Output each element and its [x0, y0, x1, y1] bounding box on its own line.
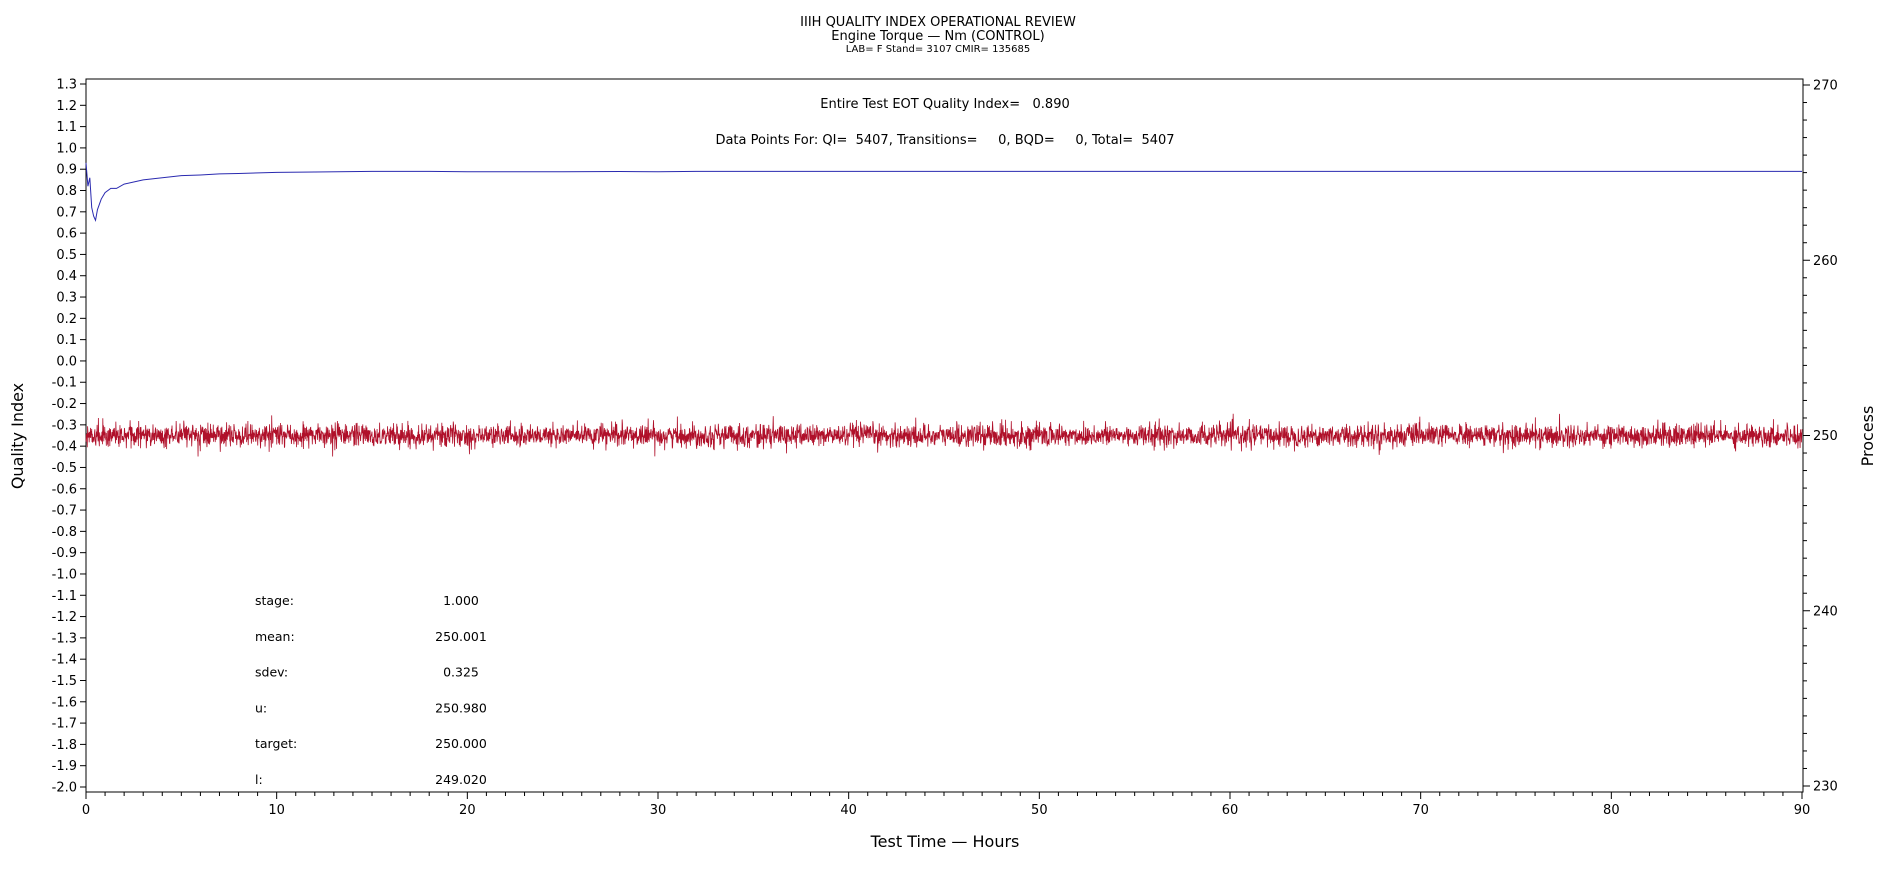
y-tick-label: -0.5	[52, 461, 77, 476]
y-tick-label: -1.7	[52, 717, 77, 732]
x-tick-label: 20	[459, 803, 476, 818]
y-tick-label: 1.1	[56, 120, 77, 135]
chart-title: IIIH QUALITY INDEX OPERATIONAL REVIEW	[800, 15, 1076, 30]
y-tick-label: -0.6	[52, 482, 77, 497]
x-tick-label: 80	[1603, 803, 1620, 818]
x-axis: 0 10 20 30 40 50 60 70 80 90	[82, 792, 1810, 818]
y-tick-label: -0.2	[52, 397, 77, 412]
y-tick-label: 0.0	[56, 354, 77, 369]
y2-tick-label: 250	[1813, 429, 1838, 444]
y-tick-label: -1.3	[52, 631, 77, 646]
y2-tick-label: 270	[1813, 79, 1838, 94]
y-tick-label: -0.4	[52, 440, 77, 455]
stat-label: l:	[255, 772, 263, 787]
x-tick-label: 50	[1031, 803, 1048, 818]
process-series-line	[85, 413, 1803, 457]
x-tick-label: 60	[1222, 803, 1239, 818]
y-tick-label: -1.9	[52, 759, 77, 774]
quality-index-annotation: Entire Test EOT Quality Index= 0.890	[820, 97, 1069, 112]
y-axis-left: 1.3 1.2 1.1 1.0 0.9 0.8 0.7 0.6 0.5 0.4 0.3 0.2 0.1 0…	[52, 78, 86, 796]
y-tick-label: -1.2	[52, 610, 77, 625]
y-tick-label: 0.8	[56, 184, 77, 199]
y-tick-label: -0.7	[52, 504, 77, 519]
y2-tick-label: 230	[1813, 780, 1838, 795]
stat-value: 249.020	[435, 772, 487, 787]
stat-value: 250.001	[435, 629, 487, 644]
y2-axis-label: Process	[1858, 406, 1877, 467]
y-tick-label: 1.0	[56, 141, 77, 156]
y-tick-label: 1.3	[56, 78, 77, 93]
y2-tick-label: 260	[1813, 254, 1838, 269]
y-tick-label: -1.0	[52, 567, 77, 582]
y-tick-label: 0.1	[56, 333, 77, 348]
x-tick-label: 30	[650, 803, 667, 818]
stat-label: sdev:	[255, 665, 288, 680]
y-tick-label: -0.1	[52, 376, 77, 391]
chart-subtitle-lab: LAB= F Stand= 3107 CMIR= 135685	[846, 44, 1031, 55]
stat-label: target:	[255, 736, 297, 751]
y-tick-label: 1.2	[56, 99, 77, 114]
y-axis-right: 270 260 250 240 230	[1803, 79, 1838, 795]
data-points-annotation: Data Points For: QI= 5407, Transitions= …	[715, 133, 1174, 148]
stat-label: stage:	[255, 593, 294, 608]
stat-label: mean:	[255, 629, 295, 644]
x-tick-label: 10	[268, 803, 285, 818]
y-tick-label: 0.9	[56, 163, 77, 178]
x-tick-label: 0	[82, 803, 90, 818]
y-tick-label: 0.3	[56, 291, 77, 306]
y-tick-label: 0.7	[56, 205, 77, 220]
y2-tick-label: 240	[1813, 604, 1838, 619]
y-tick-label: -2.0	[52, 781, 77, 796]
x-tick-label: 40	[840, 803, 857, 818]
x-tick-label: 70	[1412, 803, 1429, 818]
stat-value: 250.980	[435, 700, 487, 715]
y-axis-label: Quality Index	[8, 383, 27, 489]
chart-subtitle: Engine Torque — Nm (CONTROL)	[831, 29, 1044, 44]
y-tick-label: 0.4	[56, 269, 77, 284]
y-tick-label: -0.8	[52, 525, 77, 540]
stat-value: 0.325	[443, 665, 479, 680]
y-tick-label: -1.5	[52, 674, 77, 689]
x-tick-label: 90	[1794, 803, 1811, 818]
y-tick-label: -1.8	[52, 738, 77, 753]
y-tick-label: -1.6	[52, 695, 77, 710]
y-tick-label: -1.4	[52, 653, 77, 668]
x-axis-label: Test Time — Hours	[870, 832, 1020, 851]
stat-label: u:	[255, 700, 267, 715]
y-tick-label: 0.6	[56, 227, 77, 242]
y-tick-label: -0.3	[52, 418, 77, 433]
series-group	[85, 162, 1803, 457]
y-tick-label: -1.1	[52, 589, 77, 604]
stat-value: 1.000	[443, 593, 479, 608]
y-tick-label: 0.5	[56, 248, 77, 263]
stats-block: stage: 1.000 mean: 250.001 sdev: 0.325 u: 250.9…	[255, 593, 487, 787]
stat-value: 250.000	[435, 736, 487, 751]
quality-index-series-line	[85, 162, 1802, 223]
y-tick-label: -0.9	[52, 546, 77, 561]
y-tick-label: 0.2	[56, 312, 77, 327]
